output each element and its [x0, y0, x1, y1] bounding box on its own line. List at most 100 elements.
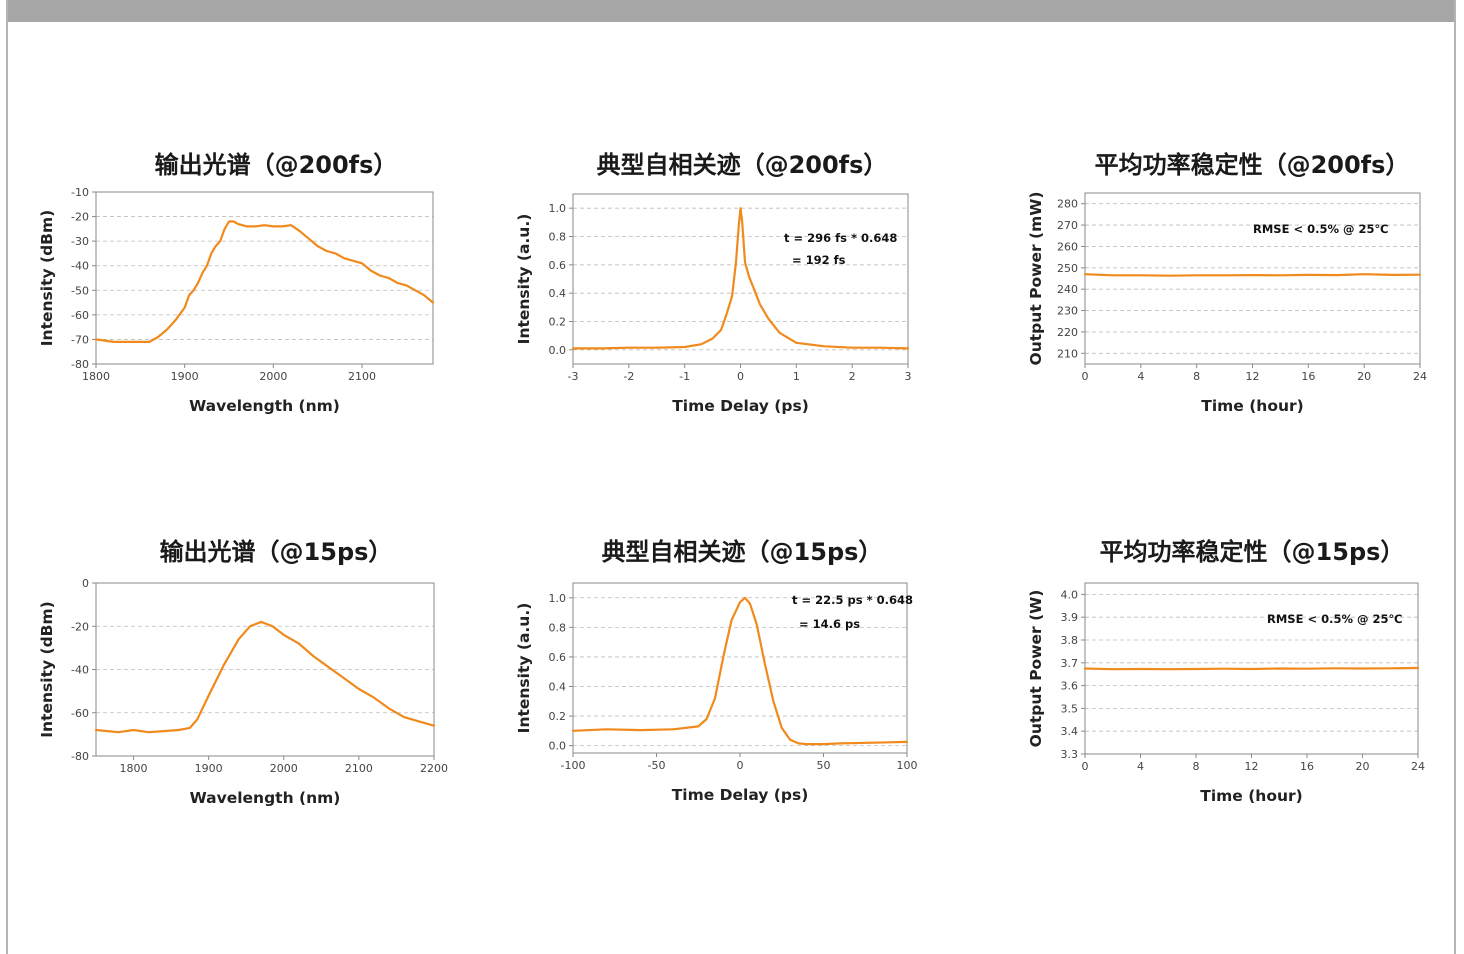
x-tick-label: -1 [679, 370, 690, 383]
y-tick-label: 0.4 [549, 287, 567, 300]
y-tick-label: -20 [71, 211, 89, 224]
series-line [1083, 666, 1420, 671]
series-line [571, 207, 910, 350]
y-tick-label: -10 [71, 186, 89, 199]
plot-frame [572, 193, 909, 365]
chart-power-15ps: 3.3 3.4 3.5 3.6 3.7 3.8 3.9 4.0 0 4 8 12 16 20 24 Time … [1027, 582, 1425, 805]
y-tick-label: -40 [71, 664, 89, 677]
x-tick-label: 24 [1413, 370, 1427, 383]
chart-title-autocorr-200fs: 典型自相关迹（@200fs） [596, 151, 888, 179]
y-tick-label: 270 [1057, 219, 1078, 232]
x-axis-title: Time Delay (ps) [672, 786, 809, 804]
x-tick-label: -50 [648, 759, 666, 772]
x-tick-label: 20 [1357, 370, 1371, 383]
y-tick-label: -70 [71, 333, 89, 346]
y-tick-label: -60 [71, 707, 89, 720]
series-line [94, 220, 435, 343]
annotation-text: t = 296 fs * 0.648 [784, 231, 897, 245]
x-tick-label: 1900 [171, 370, 199, 383]
x-tick-label: 1900 [195, 762, 223, 775]
chart-power-200fs: 210 220 230 240 250 260 270 280 0 4 8 12 16 20 24 Time … [1027, 192, 1427, 415]
y-tick-label: 3.7 [1061, 657, 1079, 670]
y-tick-label: 3.4 [1061, 725, 1079, 738]
y-tick-label: 230 [1057, 305, 1078, 318]
y-tick-label: 3.8 [1061, 634, 1079, 647]
y-axis-title: Output Power (mW) [1027, 192, 1045, 366]
x-tick-label: 12 [1246, 370, 1260, 383]
x-tick-label: 8 [1193, 760, 1200, 773]
y-tick-label: 0 [82, 577, 89, 590]
x-tick-label: 1800 [120, 762, 148, 775]
x-tick-label: -2 [623, 370, 634, 383]
plot-frame [1084, 192, 1421, 365]
series-line [1083, 273, 1422, 277]
y-tick-label: 3.3 [1061, 748, 1079, 761]
y-axis-title: Intensity (a.u.) [515, 603, 533, 734]
x-tick-label: 16 [1300, 760, 1314, 773]
x-axis-title: Time (hour) [1200, 787, 1302, 805]
y-tick-label: 3.5 [1061, 702, 1079, 715]
y-tick-label: -20 [71, 620, 89, 633]
x-tick-label: 8 [1193, 370, 1200, 383]
y-tick-label: 1.0 [549, 202, 567, 215]
series-line [571, 596, 909, 746]
top-bar [8, 0, 1454, 22]
y-tick-label: 0.8 [549, 231, 567, 244]
chart-autocorr-15ps: 0.0 0.2 0.4 0.6 0.8 1.0 -100 -50 0 50 100 Time Dela… [515, 582, 918, 804]
annotation-text: = 192 fs [792, 253, 846, 267]
x-tick-label: 2200 [420, 762, 448, 775]
annotation-text: = 14.6 ps [799, 617, 860, 631]
x-tick-label: 24 [1411, 760, 1425, 773]
x-tick-label: -100 [561, 759, 586, 772]
y-tick-label: 0.6 [549, 651, 567, 664]
x-tick-label: 2000 [259, 370, 287, 383]
chart-spectrum-200fs: -80 -70 -60 -50 -40 -30 -20 -10 1800 1900 2000 2100… [38, 186, 435, 415]
x-tick-label: 1800 [82, 370, 110, 383]
y-tick-label: 210 [1057, 347, 1078, 360]
y-tick-label: 4.0 [1061, 588, 1079, 601]
x-tick-label: 16 [1301, 370, 1315, 383]
y-tick-label: -60 [71, 309, 89, 322]
x-tick-label: 2 [849, 370, 856, 383]
x-tick-label: 100 [897, 759, 918, 772]
y-tick-label: 260 [1057, 240, 1078, 253]
chart-spectrum-15ps: -80 -60 -40 -20 0 1800 1900 2000 2100 2200 Wavelen… [38, 577, 448, 807]
y-tick-label: -50 [71, 284, 89, 297]
y-tick-label: -80 [71, 358, 89, 371]
x-axis-title: Time Delay (ps) [672, 397, 809, 415]
y-tick-label: -30 [71, 235, 89, 248]
page-frame [6, 0, 1456, 954]
x-tick-label: 20 [1356, 760, 1370, 773]
annotation-text: RMSE < 0.5% @ 25℃ [1267, 612, 1402, 626]
chart-title-spectrum-200fs: 输出光谱（@200fs） [154, 151, 398, 179]
chart-title-power-15ps: 平均功率稳定性（@15ps） [1099, 538, 1405, 566]
y-tick-label: 250 [1057, 262, 1078, 275]
x-tick-label: 2000 [270, 762, 298, 775]
series-line [94, 620, 436, 734]
y-tick-label: 1.0 [549, 592, 567, 605]
x-tick-label: 0 [737, 759, 744, 772]
y-tick-label: 0.8 [549, 621, 567, 634]
chart-autocorr-200fs: 0.0 0.2 0.4 0.6 0.8 1.0 -3 -2 -1 0 1 2 3 Time Delay (… [515, 193, 912, 415]
x-tick-label: 0 [1082, 760, 1089, 773]
plot-frame [95, 191, 434, 365]
y-axis-title: Intensity (a.u.) [515, 214, 533, 345]
x-tick-label: 50 [817, 759, 831, 772]
y-axis-title: Output Power (W) [1027, 590, 1045, 748]
x-tick-label: 4 [1137, 370, 1144, 383]
y-tick-label: 3.6 [1061, 680, 1079, 693]
y-tick-label: 0.0 [549, 740, 567, 753]
x-tick-label: 2100 [345, 762, 373, 775]
y-tick-label: 0.4 [549, 680, 567, 693]
x-tick-label: 2100 [348, 370, 376, 383]
x-axis-title: Time (hour) [1201, 397, 1303, 415]
x-tick-label: 12 [1245, 760, 1259, 773]
y-tick-label: 0.2 [549, 316, 567, 329]
y-tick-label: 280 [1057, 198, 1078, 211]
y-axis-title: Intensity (dBm) [38, 601, 56, 737]
chart-title-spectrum-15ps: 输出光谱（@15ps） [159, 538, 393, 566]
y-tick-label: -40 [71, 260, 89, 273]
x-axis-title: Wavelength (nm) [190, 789, 341, 807]
x-axis-title: Wavelength (nm) [189, 397, 340, 415]
x-tick-label: 0 [1082, 370, 1089, 383]
